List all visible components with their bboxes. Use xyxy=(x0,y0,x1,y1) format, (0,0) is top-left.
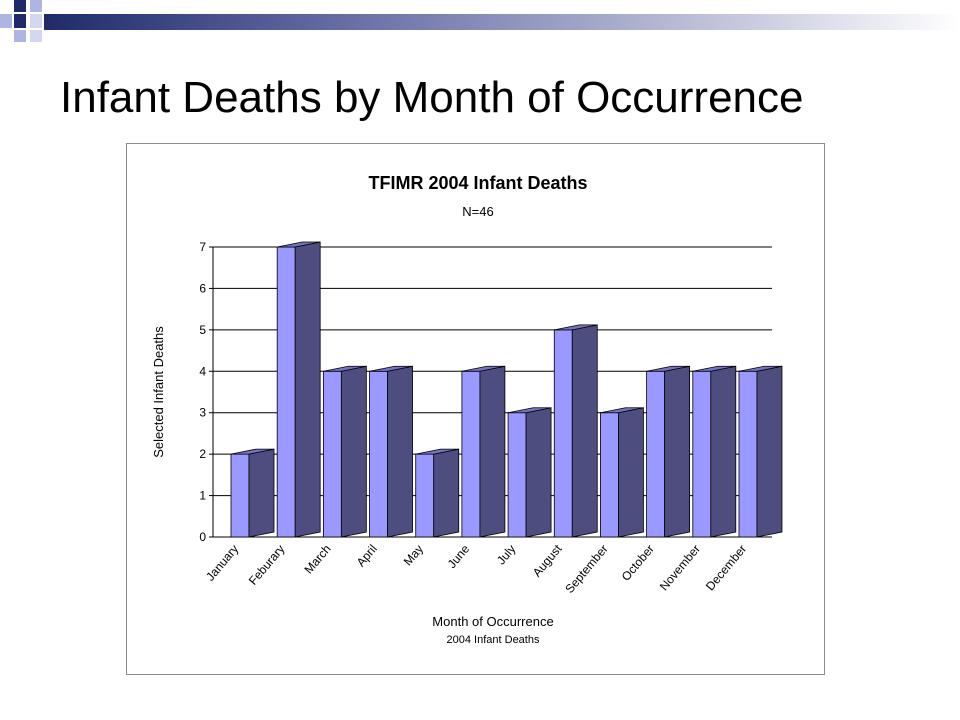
bar-top-face xyxy=(554,324,598,331)
x-tick-label: January xyxy=(203,542,241,584)
bar-december xyxy=(738,365,783,538)
bar-side-face xyxy=(756,365,783,538)
bar-feburary xyxy=(276,241,321,538)
x-tick-label: November xyxy=(657,542,703,593)
bar-top-face xyxy=(600,407,644,414)
x-tick-label: March xyxy=(302,542,334,577)
x-tick-label: April xyxy=(354,542,380,569)
decorative-square xyxy=(30,14,42,28)
bar-chart: TFIMR 2004 Infant Deaths N=46 0 1 2 3 4 5 6 7 J… xyxy=(151,173,783,646)
y-tick-label: 5 xyxy=(199,323,206,337)
bar-side-face xyxy=(479,365,506,538)
bar-front-face xyxy=(461,370,481,538)
bar-side-face xyxy=(433,448,460,538)
bar-top-face xyxy=(277,241,321,248)
bar-top-face xyxy=(461,365,505,372)
bar-side-face xyxy=(294,241,321,538)
bar-side-face xyxy=(387,365,413,538)
decorative-square xyxy=(14,14,26,28)
bar-october xyxy=(646,365,691,538)
bar-top-face xyxy=(508,407,552,414)
y-tick-label: 4 xyxy=(199,364,206,378)
bar-front-face xyxy=(738,370,758,538)
bar-top-face xyxy=(738,365,783,372)
y-tick-label: 1 xyxy=(199,489,206,503)
chart-container: TFIMR 2004 Infant Deaths N=46 0 1 2 3 4 5 6 7 J… xyxy=(126,143,825,675)
bar-front-face xyxy=(553,329,573,538)
x-axis-subtitle: 2004 Infant Deaths xyxy=(447,634,540,646)
bar-side-face xyxy=(618,407,644,538)
bar-side-face xyxy=(571,324,598,538)
decorative-square xyxy=(30,30,42,42)
bar-top-face xyxy=(369,365,413,372)
bar-march xyxy=(322,365,367,538)
bar-side-face xyxy=(248,448,275,538)
x-tick-label: July xyxy=(494,542,518,567)
bar-january xyxy=(230,448,275,538)
y-tick-label: 0 xyxy=(199,530,206,544)
bar-june xyxy=(461,365,506,538)
x-tick-label: June xyxy=(445,542,473,571)
y-axis: 0 1 2 3 4 5 6 7 xyxy=(199,240,214,544)
bar-top-face xyxy=(646,365,690,372)
bar-side-face xyxy=(664,365,691,538)
y-tick-label: 3 xyxy=(199,406,206,420)
bar-july xyxy=(507,407,552,538)
y-axis-title: Selected Infant Deaths xyxy=(151,326,166,458)
decorative-gradient-band xyxy=(44,14,960,30)
x-axis-labels: January Feburary March April May June July Augu… xyxy=(203,541,749,595)
bar-april xyxy=(369,365,413,538)
bar-top-face xyxy=(323,365,367,372)
y-tick-label: 6 xyxy=(199,281,206,295)
y-tick-label: 7 xyxy=(199,240,206,254)
decorative-square xyxy=(14,30,26,42)
bar-top-face xyxy=(230,448,275,455)
bar-top-face xyxy=(692,365,736,372)
bar-november xyxy=(692,365,737,538)
bar-side-face xyxy=(340,365,367,538)
bar-front-face xyxy=(276,246,296,538)
decorative-square xyxy=(14,0,26,12)
bar-front-face xyxy=(692,370,712,538)
bar-front-face xyxy=(646,370,666,538)
x-axis-title: Month of Occurrence xyxy=(432,614,553,629)
bar-may xyxy=(415,448,460,538)
chart-subtitle: N=46 xyxy=(462,204,493,219)
slide-title: Infant Deaths by Month of Occurrence xyxy=(60,73,804,122)
chart-title: TFIMR 2004 Infant Deaths xyxy=(368,173,587,193)
bar-front-face xyxy=(322,370,342,538)
y-tick-label: 2 xyxy=(199,447,206,461)
bar-front-face xyxy=(415,453,435,538)
bar-front-face xyxy=(369,370,388,538)
x-tick-label: May xyxy=(401,542,426,568)
bar-august xyxy=(553,324,598,538)
bar-september xyxy=(600,407,644,538)
bar-front-face xyxy=(600,412,619,538)
x-tick-label: Feburary xyxy=(246,542,288,588)
x-tick-label: August xyxy=(530,541,565,579)
bar-front-face xyxy=(230,453,250,538)
bar-top-face xyxy=(415,448,459,455)
decorative-square xyxy=(30,0,42,12)
x-tick-label: September xyxy=(562,542,610,596)
bars xyxy=(230,241,783,538)
x-tick-label: December xyxy=(703,542,749,593)
decorative-square xyxy=(0,14,12,28)
bar-front-face xyxy=(507,412,527,538)
bar-side-face xyxy=(710,365,737,538)
bar-side-face xyxy=(525,407,552,538)
x-tick-label: October xyxy=(619,542,657,584)
